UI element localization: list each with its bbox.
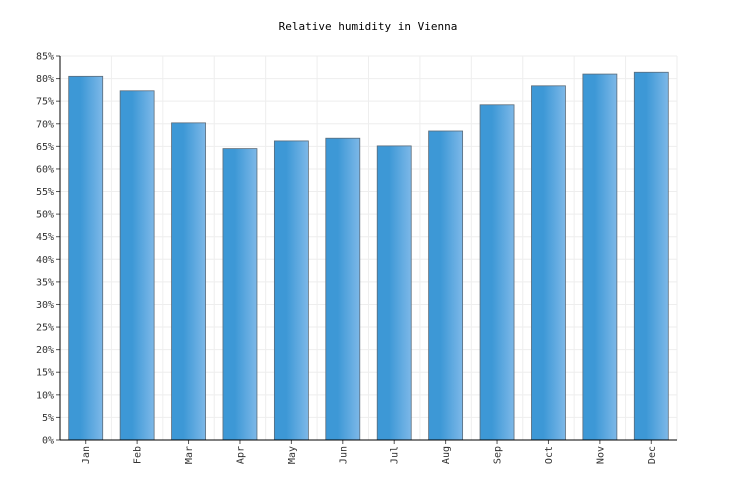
x-tick-label: Mar <box>184 446 195 464</box>
y-tick-label: 45% <box>36 232 54 243</box>
y-tick-label: 35% <box>36 277 54 288</box>
y-tick-label: 10% <box>36 390 54 401</box>
x-tick-label: Nov <box>595 446 606 464</box>
x-tick-label: Aug <box>441 446 452 464</box>
y-tick-label: 20% <box>36 345 54 356</box>
bar-nov <box>582 73 618 441</box>
x-tick-label: Feb <box>133 446 144 464</box>
y-tick-label: 50% <box>36 210 54 221</box>
x-tick-label: Apr <box>235 446 246 464</box>
x-tick-label: Dec <box>647 446 658 464</box>
bar-layer <box>68 71 669 441</box>
y-tick-label: 65% <box>36 142 54 153</box>
grid-layer <box>60 55 678 440</box>
bar-apr <box>222 148 258 441</box>
y-tick-label: 70% <box>36 119 54 130</box>
y-tick-label: 85% <box>36 52 54 63</box>
y-tick-label: 15% <box>36 368 54 379</box>
label-layer: 0% 5% 10% 15% 20% 25% 30% 35% 40% 45% 50% 55% 60% 65%… <box>36 52 658 465</box>
bar-feb <box>119 90 155 441</box>
y-tick-label: 80% <box>36 74 54 85</box>
y-tick-label: 55% <box>36 187 54 198</box>
x-tick-label: Sep <box>493 446 504 464</box>
bar-jan <box>68 75 104 441</box>
y-tick-label: 25% <box>36 323 54 334</box>
bar-may <box>273 140 309 441</box>
y-tick-label: 40% <box>36 255 54 266</box>
bar-oct <box>531 85 566 441</box>
x-tick-label: Jan <box>81 446 92 464</box>
chart-title: Relative humidity in Vienna <box>278 20 458 33</box>
axis-layer <box>56 55 677 444</box>
bar-mar <box>171 122 206 441</box>
x-tick-label: Jun <box>338 446 349 464</box>
x-tick-label: May <box>287 446 298 464</box>
bar-jul <box>376 145 412 441</box>
y-tick-label: 30% <box>36 300 54 311</box>
bar-sep <box>479 104 515 441</box>
x-tick-label: Oct <box>544 446 555 464</box>
y-tick-label: 75% <box>36 97 54 108</box>
x-tick-label: Jul <box>390 446 401 464</box>
y-tick-label: 0% <box>42 436 54 447</box>
bar-aug <box>428 130 464 441</box>
y-tick-label: 60% <box>36 164 54 175</box>
bar-dec <box>633 71 669 441</box>
bar-jun <box>325 137 361 441</box>
y-tick-label: 5% <box>42 413 54 424</box>
